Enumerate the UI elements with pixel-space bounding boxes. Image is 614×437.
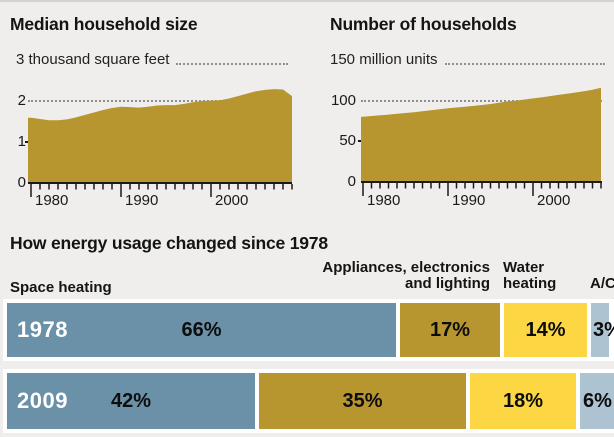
y-tick-label: 1 [17,133,26,150]
percent-label: 17% [429,318,471,341]
chart-title: Number of households [330,14,517,34]
dotted-leader [444,63,605,65]
bar-frame-1978: 1978 66% 17% 14% 3% [3,299,614,361]
bar-segment-2009-appliances-electronics-and-lighting: 35% [259,373,466,429]
x-tick-label: 1980 [35,192,69,209]
bar-row-2009: 2009 42% 35% 18% 6% [7,373,614,429]
gridline-100 [361,100,602,102]
x-tick-label: 1990 [125,192,159,209]
unit-label: 150 million units [330,51,438,68]
row-year-label: 1978 [17,317,68,342]
y-tick-label: 50 [339,132,356,149]
unit-label-row: 150 million units [330,51,607,68]
column-label-ac: A/C [590,275,614,292]
percent-label: 42% [110,389,152,412]
area-series [28,89,292,183]
column-label-water-heating: Water heating [503,259,557,292]
percent-label: 35% [342,389,383,412]
x-tick-label: 2000 [215,192,249,209]
chart-title: Median household size [10,14,198,34]
percent-label: 18% [502,389,544,412]
percent-label: 14% [525,318,566,341]
row-year-label: 2009 [17,388,68,413]
y-tick-dash [25,141,29,143]
y-tick-label: 0 [347,173,356,190]
y-tick-label: 2 [17,92,26,109]
unit-label: 3 thousand square feet [16,51,170,68]
bar-segment-1978-a-c: 3% [591,303,614,357]
percent-label: 6% [583,389,612,412]
bar-frame-2009: 2009 42% 35% 18% 6% [3,369,614,433]
column-label-space-heating: Space heating [10,279,112,296]
bar-row-1978: 1978 66% 17% 14% 3% [7,303,614,357]
area-plot [361,87,602,196]
top-rule [0,0,614,2]
bar-segment-2009-space-heating: 2009 42% [7,373,255,429]
area-plot [28,89,293,197]
bar-segment-1978-water-heating: 14% [504,303,587,357]
x-tick-label: 1990 [452,192,486,209]
unit-label-row: 3 thousand square feet [16,51,290,68]
bar-segment-1978-space-heating: 1978 66% [7,303,396,357]
y-tick-label: 0 [17,174,26,191]
x-tick-label: 2000 [537,192,571,209]
gridline-2 [28,100,292,102]
bar-segment-1978-appliances-electronics-and-lighting: 17% [400,303,500,357]
area-series [361,87,601,182]
x-tick-label: 1980 [367,192,401,209]
column-label-appliances: Appliances, electronics and lighting [322,259,490,292]
percent-label: 3% [593,318,614,341]
y-tick-dash [358,140,362,142]
section-heading: How energy usage changed since 1978 [10,233,328,253]
y-tick-label: 100 [330,92,356,109]
percent-label: 66% [181,318,222,341]
bar-segment-2009-a-c: 6% [580,373,614,429]
dotted-leader [176,63,288,65]
bar-segment-2009-water-heating: 18% [470,373,576,429]
